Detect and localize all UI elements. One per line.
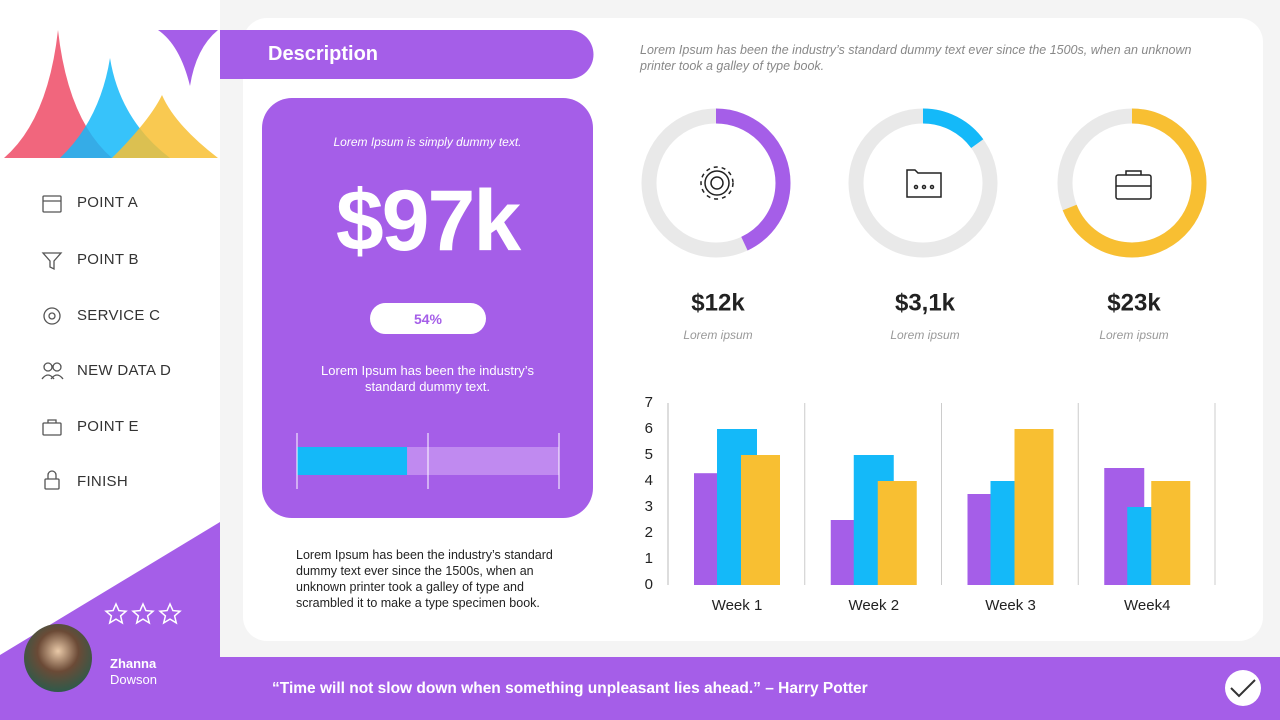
logo-peak [4, 30, 112, 158]
y-tick-label: 6 [645, 420, 653, 437]
quote: “Time will not slow down when something … [272, 680, 868, 697]
check-button[interactable] [1225, 670, 1261, 706]
description-banner [220, 30, 594, 79]
menu-item[interactable]: NEW DATA D [77, 362, 172, 379]
profile-surname: Dowson [110, 672, 157, 687]
ring-caption: Lorem ipsum [1099, 328, 1168, 342]
y-tick-label: 2 [645, 524, 653, 541]
y-tick-label: 7 [645, 394, 653, 411]
ring-arc [848, 108, 998, 258]
bar [877, 481, 917, 585]
bar [1151, 481, 1191, 585]
footer-bar [220, 657, 1280, 720]
x-tick-label: Week 2 [848, 597, 899, 614]
kpi-text: Lorem Ipsum has been the industry’s stan… [321, 363, 534, 394]
badge [370, 303, 486, 334]
note: Lorem Ipsum has been the industry’s stan… [296, 548, 553, 610]
ring-amount: $23k [1107, 289, 1161, 316]
intro: Lorem Ipsum has been the industry’s stan… [640, 43, 1192, 73]
y-tick-label: 1 [645, 550, 653, 567]
avatar [24, 624, 92, 692]
ring-arc [1057, 108, 1207, 258]
bar [741, 455, 780, 585]
banner-title: Description [268, 43, 379, 65]
x-tick-label: Week 1 [712, 597, 763, 614]
kpi-subtitle: Lorem Ipsum is simply dummy text. [333, 135, 522, 149]
menu-item[interactable]: POINT A [77, 194, 139, 211]
y-tick-label: 4 [645, 472, 653, 489]
menu-item[interactable]: POINT E [77, 418, 139, 435]
profile-name: Zhanna [110, 656, 157, 671]
ring-amount: $3,1k [895, 289, 956, 316]
bar [1014, 429, 1054, 585]
badge-label: 54% [413, 311, 443, 327]
logo-accent [158, 30, 218, 86]
ring-caption: Lorem ipsum [683, 328, 752, 342]
kpi-amount: $97k [335, 173, 521, 269]
menu-item[interactable]: SERVICE C [77, 307, 161, 324]
ring-arc [641, 108, 791, 258]
menu-icons [41, 195, 64, 490]
stars [104, 602, 182, 625]
ring-icons [700, 166, 1152, 200]
x-tick-label: Week 3 [985, 597, 1036, 614]
x-tick-label: Week4 [1124, 597, 1170, 614]
y-tick-label: 3 [645, 498, 653, 515]
menu-item[interactable]: POINT B [77, 251, 139, 268]
check-icon [1230, 679, 1256, 698]
menu-item[interactable]: FINISH [77, 473, 128, 490]
logo-peak [112, 95, 218, 158]
progress-fill [297, 447, 408, 475]
y-tick-label: 5 [645, 446, 653, 463]
ring-amount: $12k [691, 289, 745, 316]
y-tick-label: 0 [645, 576, 653, 593]
ring-caption: Lorem ipsum [890, 328, 959, 342]
